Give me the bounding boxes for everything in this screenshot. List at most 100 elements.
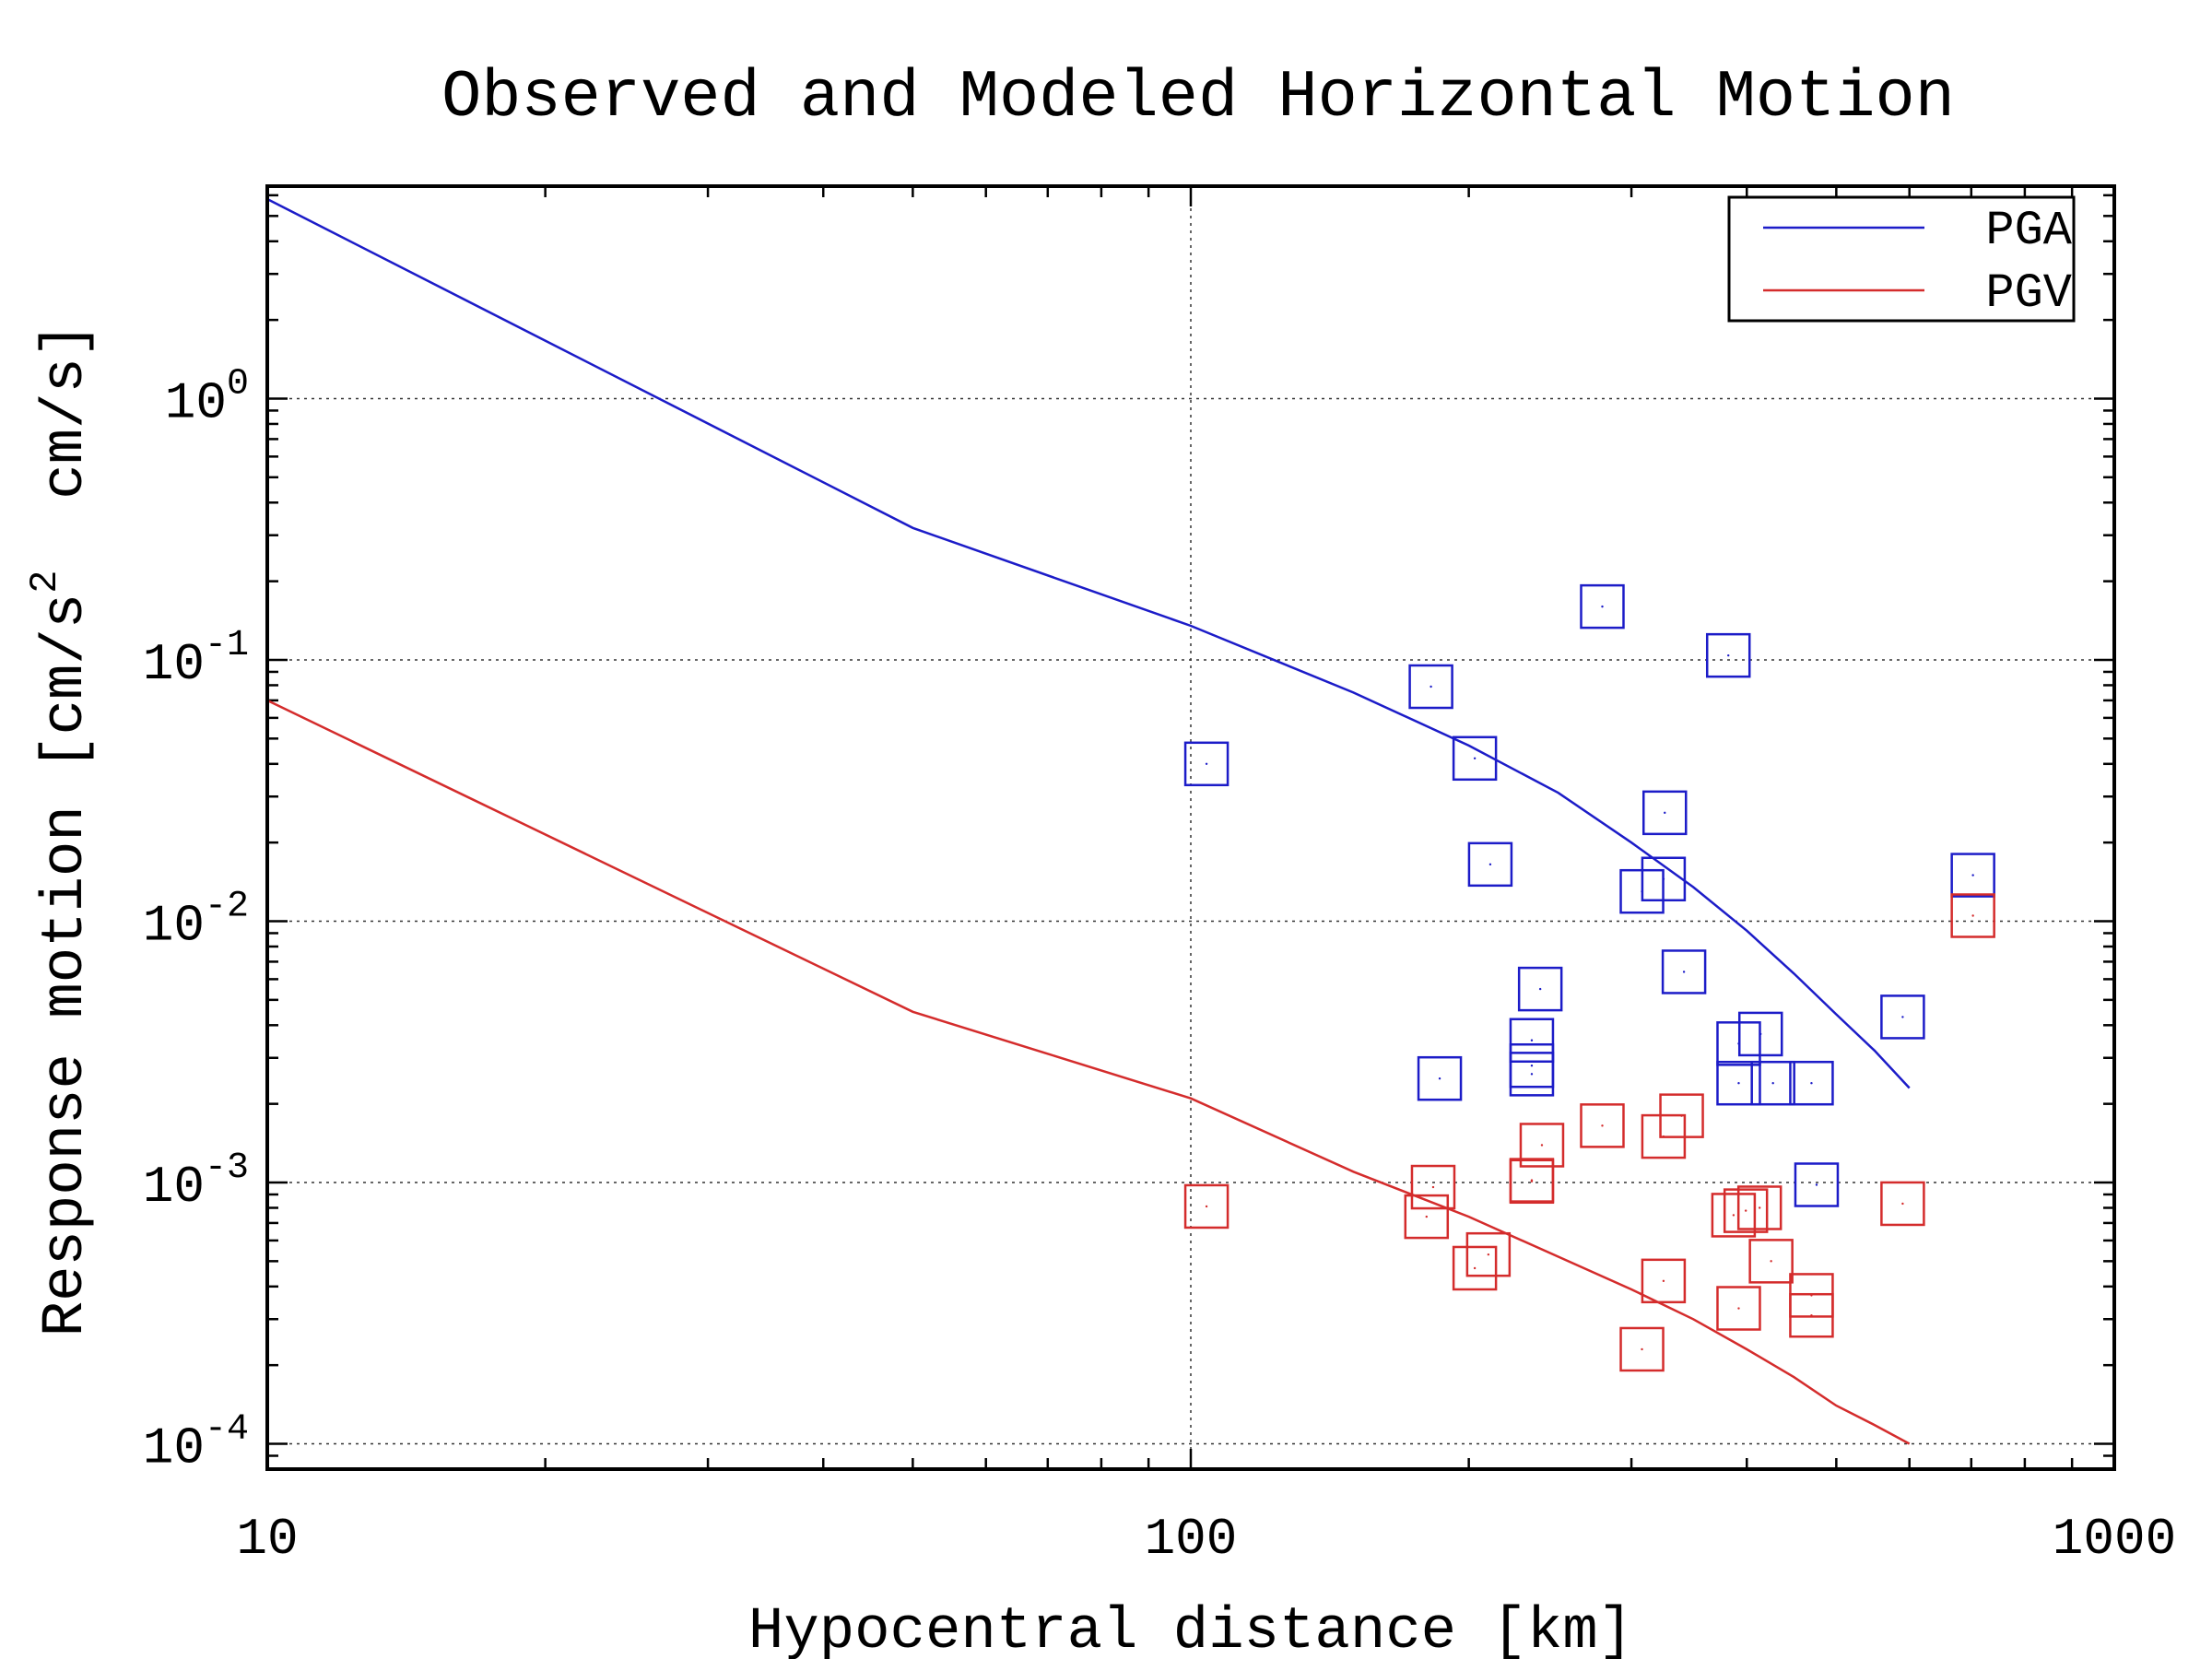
pga-observed-point-dot [1815, 1183, 1818, 1186]
y-axis-label-main: Response motion [cm/s [33, 594, 100, 1337]
pgv-observed-point-dot [1737, 1307, 1740, 1310]
pgv-observed-point [1465, 1231, 1512, 1277]
pgv-observed-point-dot [1641, 1347, 1643, 1351]
pgv-observed-point-dot [1810, 1314, 1813, 1317]
y-axis-label-end: cm/s] [33, 323, 100, 571]
pga-observed-point [1705, 632, 1751, 678]
grid-lines [267, 186, 2114, 1469]
x-tick-label: 10 [236, 1510, 298, 1569]
pgv-observed-point [1723, 1188, 1769, 1233]
pga-observed-point [1750, 1060, 1795, 1106]
x-tick-label: 100 [1145, 1510, 1238, 1569]
pga-observed-point-dot [1901, 1016, 1904, 1018]
pga-observed-point [1950, 853, 1995, 898]
pga-observed-point [1183, 741, 1230, 787]
pga-observed-point [1408, 664, 1453, 710]
plot-frame [265, 184, 2116, 1471]
pgv-observed-point [1641, 1258, 1687, 1304]
pgv-observed-point-dot [1971, 914, 1974, 917]
pgv-observed-point-dot [1680, 1114, 1683, 1117]
pgv-observed-point-dot [1732, 1214, 1735, 1217]
y-tick-label: 10-4 [143, 1409, 249, 1478]
pga-observed-point-dot [1971, 874, 1974, 877]
pga-observed-point-dot [1530, 1073, 1534, 1076]
legend-pgv-label: PGV [1985, 266, 2072, 321]
pga-observed-point-dot [1771, 1082, 1774, 1085]
model-lines [266, 197, 1911, 1445]
y-axis-label: Response motion [cm/s2 cm/s] [23, 323, 100, 1337]
pga-observed-point-dot [1538, 987, 1542, 991]
pga-observed-point-dot [1810, 1082, 1813, 1085]
pgv-observed-point [1183, 1183, 1230, 1230]
pga-observed-point-dot [1737, 1082, 1740, 1085]
legend-pga-label: PGA [1985, 204, 2072, 258]
x-axis-label: Hypocentral distance [km] [748, 1599, 1633, 1659]
pga-observed-point [1737, 1011, 1783, 1057]
y-tick-label: 10-2 [143, 886, 249, 955]
pgv-observed-point-dot [1530, 1180, 1534, 1182]
pgv-observed-point [1716, 1286, 1761, 1331]
pga-observed-point [1452, 735, 1498, 782]
pga-observed-point [1661, 949, 1707, 994]
y-tick-label: 10-1 [143, 625, 249, 694]
y-tick-label: 10-3 [143, 1147, 249, 1217]
pgv-observed-point-dot [1770, 1260, 1772, 1263]
pgv-observed-point-dot [1431, 1185, 1435, 1189]
pgv-observed-point [1736, 1185, 1783, 1230]
pga-observed-point-dot [1530, 1039, 1534, 1041]
pga-observed-point-dot [1473, 757, 1477, 759]
pga-observed-point [1509, 1018, 1555, 1064]
pgv-observed-point [1880, 1181, 1925, 1227]
pgv-observed-point [1659, 1093, 1704, 1138]
pga-observed-point [1417, 1055, 1463, 1101]
pga-observed-point-dot [1641, 889, 1643, 893]
pgv-observed-point [1789, 1292, 1834, 1338]
pga-observed-point [1619, 868, 1665, 914]
x-tick-labels: 10 100 1000 [236, 1510, 2176, 1569]
pgv-observed-point-dot [1662, 1279, 1665, 1283]
y-axis-label-sup: 2 [23, 571, 67, 594]
pgv-observed-point-dot [1901, 1202, 1904, 1206]
observed-points [1183, 583, 1995, 1372]
pgv-model-line [266, 699, 1911, 1445]
pga-observed-point [1517, 966, 1563, 1012]
pgv-observed-point-dot [1744, 1209, 1747, 1212]
pgv-observed-point [1748, 1239, 1794, 1284]
pga-observed-point [1641, 790, 1688, 836]
pgv-observed-point-dot [1205, 1205, 1208, 1208]
pgv-observed-point [1452, 1245, 1498, 1291]
pga-observed-point-dot [1759, 1032, 1762, 1036]
pgv-observed-point [1410, 1164, 1456, 1210]
pga-observed-point [1467, 841, 1513, 888]
pgv-observed-point [1580, 1103, 1625, 1148]
pga-observed-point-dot [1488, 863, 1492, 866]
pga-observed-point [1716, 1060, 1761, 1106]
pgv-observed-point [1519, 1123, 1565, 1168]
legend-box [1727, 195, 2076, 323]
x-tick-label: 1000 [2053, 1510, 2176, 1569]
pgv-observed-point [1711, 1193, 1757, 1238]
pga-observed-point-dot [1682, 971, 1686, 973]
legend: PGA PGV [1727, 195, 2076, 323]
y-tick-label: 100 [165, 363, 249, 432]
pga-observed-point [1580, 583, 1625, 629]
pga-observed-point-dot [1205, 762, 1208, 766]
pga-observed-point-dot [1601, 605, 1604, 608]
pga-observed-point [1509, 1052, 1555, 1097]
pga-observed-point-dot [1664, 811, 1666, 815]
pga-observed-point [1794, 1162, 1840, 1207]
pga-observed-point [1880, 994, 1925, 1040]
y-tick-labels: 100 10-1 10-2 10-3 10-4 [143, 363, 249, 1477]
pgv-observed-point [1404, 1194, 1450, 1240]
pga-observed-point-dot [1727, 653, 1730, 657]
pgv-observed-point-dot [1540, 1144, 1544, 1147]
pgv-observed-point [1619, 1326, 1665, 1372]
pgv-observed-point-dot [1425, 1215, 1428, 1218]
pgv-observed-point-dot [1487, 1253, 1490, 1256]
pga-observed-point-dot [1438, 1077, 1441, 1080]
chart-title: Observed and Modeled Horizontal Motion [441, 60, 1955, 135]
pgv-observed-point [1509, 1159, 1555, 1205]
pga-observed-point-dot [1530, 1065, 1534, 1067]
pga-model-line [266, 197, 1911, 1089]
